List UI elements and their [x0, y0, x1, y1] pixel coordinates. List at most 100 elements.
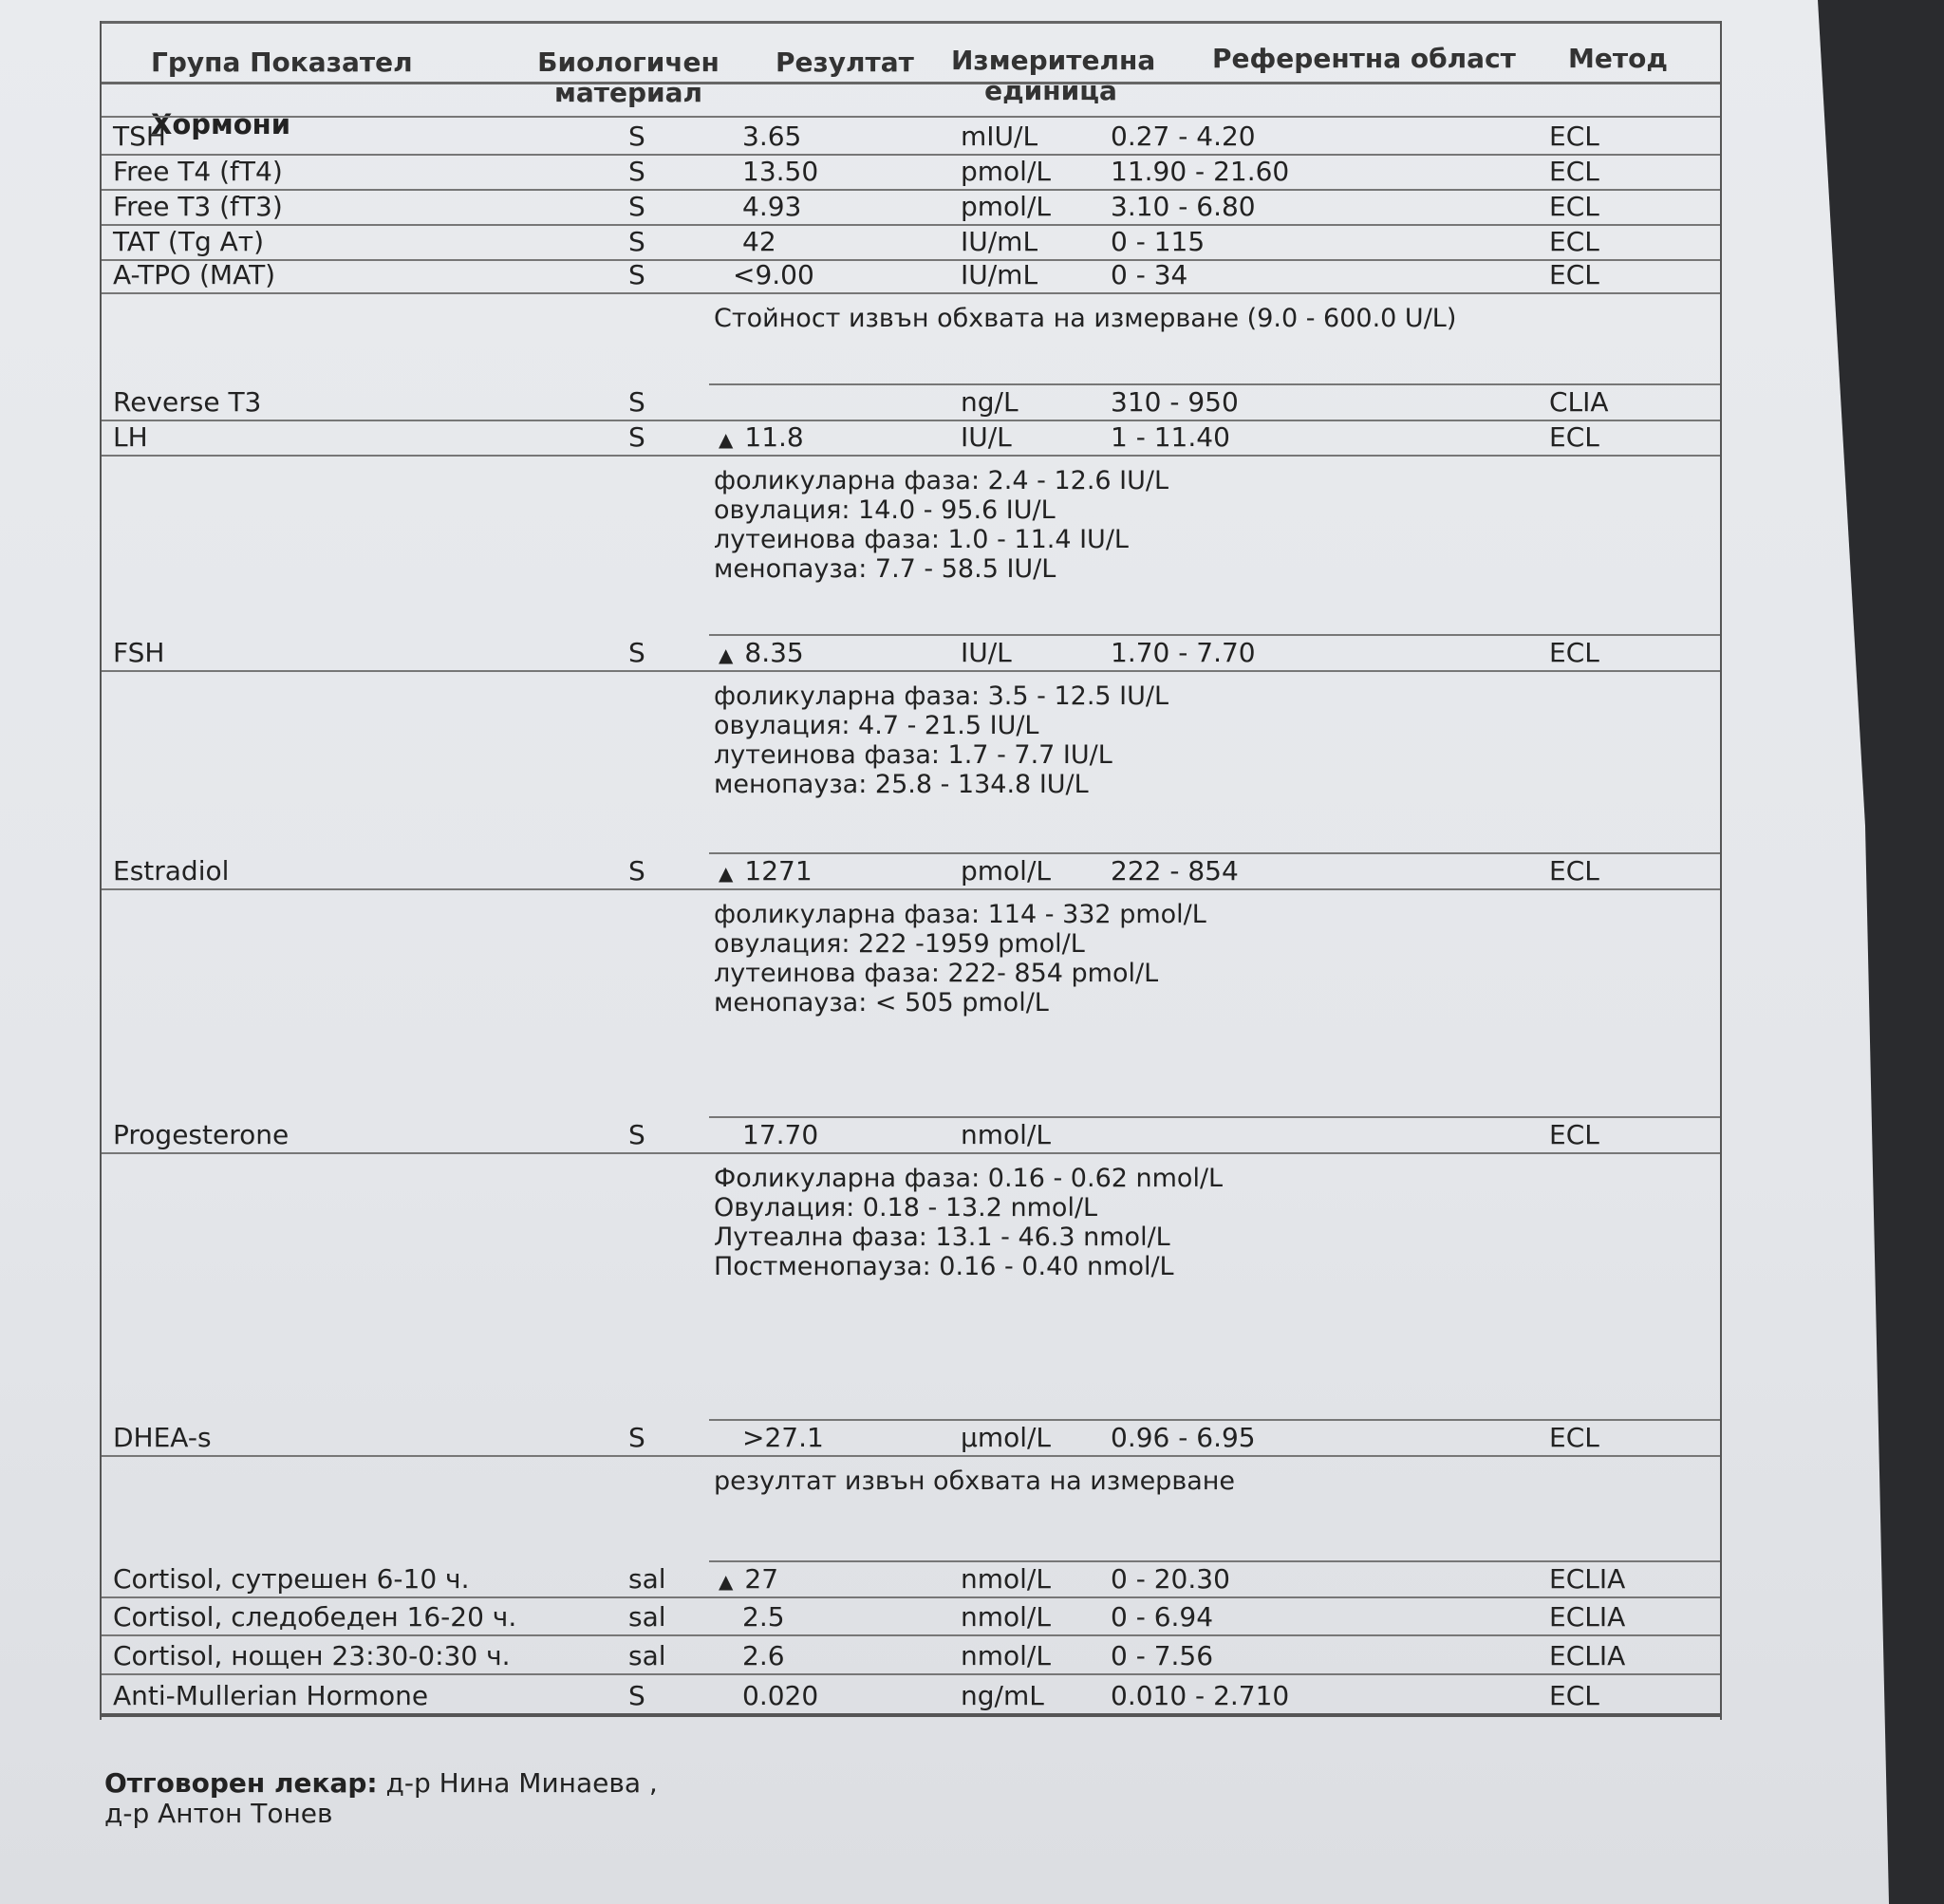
- cell-name: TSH: [113, 121, 166, 152]
- cell-method: ECL: [1549, 226, 1599, 257]
- cell-reference: 0 - 7.56: [1111, 1640, 1214, 1671]
- cell-method: ECL: [1549, 855, 1599, 887]
- cell-material: S: [628, 156, 645, 187]
- reference-note: менопауза: 7.7 - 58.5 IU/L: [714, 554, 1056, 584]
- header-group: Група Показател: [151, 47, 413, 78]
- reference-note: лутеинова фаза: 1.0 - 11.4 IU/L: [714, 525, 1129, 554]
- cell-name: Estradiol: [113, 855, 230, 887]
- cell-name: Progesterone: [113, 1119, 290, 1150]
- cell-name: Free T3 (fT3): [113, 191, 283, 222]
- row-divider: [102, 224, 1720, 226]
- cell-material: S: [628, 855, 645, 887]
- cell-reference: 1.70 - 7.70: [1111, 637, 1256, 668]
- cell-result: <9.00: [733, 259, 814, 290]
- cell-material: S: [628, 259, 645, 290]
- cell-reference: 0 - 6.94: [1111, 1601, 1214, 1633]
- cell-name: Cortisol, нощен 23:30-0:30 ч.: [113, 1640, 511, 1671]
- footer-doctor-line: Отговорен лекар: д-р Нина Минаева ,: [104, 1767, 658, 1799]
- cell-result: ▲ 27: [719, 1563, 778, 1597]
- cell-result: 42: [742, 226, 776, 257]
- row-divider: [102, 154, 1720, 156]
- cell-material: S: [628, 226, 645, 257]
- cell-method: ECL: [1549, 156, 1599, 187]
- cell-unit: pmol/L: [961, 855, 1051, 887]
- cell-material: S: [628, 386, 645, 418]
- reference-note: фоликуларна фаза: 3.5 - 12.5 IU/L: [714, 681, 1169, 711]
- cell-unit: nmol/L: [961, 1563, 1051, 1595]
- cell-method: ECLIA: [1549, 1601, 1626, 1633]
- cell-method: ECLIA: [1549, 1640, 1626, 1671]
- note-divider: [709, 1419, 1720, 1421]
- cell-name: LH: [113, 421, 148, 453]
- reference-note: овулация: 14.0 - 95.6 IU/L: [714, 495, 1056, 525]
- cell-reference: 0 - 20.30: [1111, 1563, 1230, 1595]
- row-divider: [102, 1152, 1720, 1154]
- reference-note: Овулация: 0.18 - 13.2 nmol/L: [714, 1193, 1098, 1223]
- reference-note: Постменопауза: 0.16 - 0.40 nmol/L: [714, 1252, 1174, 1281]
- row-divider: [102, 292, 1720, 294]
- reference-note: фоликуларна фаза: 2.4 - 12.6 IU/L: [714, 466, 1169, 495]
- cell-method: ECL: [1549, 1680, 1599, 1711]
- reference-note: лутеинова фаза: 1.7 - 7.7 IU/L: [714, 740, 1112, 770]
- arrow-up-icon: ▲: [719, 428, 734, 451]
- cell-name: TAT (Tg Ат): [113, 226, 265, 257]
- group-divider: [102, 116, 1720, 118]
- cell-name: FSH: [113, 637, 165, 668]
- cell-result: 13.50: [742, 156, 819, 187]
- group-title: Хормони: [151, 108, 291, 140]
- row-divider: [102, 1455, 1720, 1457]
- cell-method: ECL: [1549, 1119, 1599, 1150]
- header-unit: Измерителна единица: [951, 45, 1156, 106]
- cell-result: >27.1: [742, 1422, 824, 1453]
- cell-name: Cortisol, сутрешен 6-10 ч.: [113, 1563, 470, 1595]
- reference-note: Фоликуларна фаза: 0.16 - 0.62 nmol/L: [714, 1164, 1224, 1193]
- cell-name: Reverse T3: [113, 386, 262, 418]
- cell-unit: IU/L: [961, 421, 1012, 453]
- reference-note: овулация: 222 -1959 pmol/L: [714, 929, 1085, 959]
- cell-reference: 3.10 - 6.80: [1111, 191, 1256, 222]
- reference-note: резултат извън обхвата на измерване: [714, 1466, 1236, 1496]
- row-divider: [102, 1713, 1720, 1717]
- cell-method: ECL: [1549, 259, 1599, 290]
- doctor-label: Отговорен лекар: [104, 1767, 367, 1799]
- cell-unit: ng/L: [961, 386, 1019, 418]
- cell-result: 2.5: [742, 1601, 785, 1633]
- cell-unit: IU/L: [961, 637, 1012, 668]
- cell-reference: 11.90 - 21.60: [1111, 156, 1290, 187]
- result-value: 1271: [744, 855, 813, 887]
- cell-result: 0.020: [742, 1680, 819, 1711]
- cell-unit: µmol/L: [961, 1422, 1052, 1453]
- row-divider: [102, 1634, 1720, 1636]
- cell-result: 3.65: [742, 121, 802, 152]
- cell-unit: pmol/L: [961, 156, 1051, 187]
- table-top-border: [102, 21, 1720, 24]
- header-method: Метод: [1568, 43, 1668, 74]
- cell-method: ECL: [1549, 1422, 1599, 1453]
- cell-method: ECL: [1549, 191, 1599, 222]
- cell-name: DHEA-s: [113, 1422, 212, 1453]
- result-value: 8.35: [744, 637, 804, 668]
- arrow-up-icon: ▲: [719, 862, 734, 885]
- cell-unit: IU/mL: [961, 226, 1038, 257]
- cell-material: S: [628, 1422, 645, 1453]
- cell-material: S: [628, 1680, 645, 1711]
- cell-result: 17.70: [742, 1119, 819, 1150]
- cell-reference: 0 - 34: [1111, 259, 1188, 290]
- note-divider: [709, 383, 1720, 385]
- cell-material: S: [628, 421, 645, 453]
- cell-material: S: [628, 191, 645, 222]
- cell-name: A-TPO (MAT): [113, 259, 276, 290]
- cell-unit: mIU/L: [961, 121, 1038, 152]
- header-divider: [102, 82, 1720, 84]
- row-divider: [102, 455, 1720, 457]
- cell-material: sal: [628, 1640, 666, 1671]
- cell-reference: 222 - 854: [1111, 855, 1239, 887]
- cell-unit: nmol/L: [961, 1119, 1051, 1150]
- cell-method: ECL: [1549, 421, 1599, 453]
- cell-result: ▲ 8.35: [719, 637, 804, 671]
- reference-note: менопауза: < 505 pmol/L: [714, 988, 1049, 1017]
- cell-result: 4.93: [742, 191, 802, 222]
- cell-unit: pmol/L: [961, 191, 1051, 222]
- cell-material: S: [628, 1119, 645, 1150]
- header-reference: Референтна област: [1212, 43, 1516, 74]
